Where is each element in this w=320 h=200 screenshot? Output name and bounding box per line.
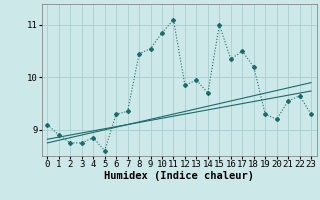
X-axis label: Humidex (Indice chaleur): Humidex (Indice chaleur) xyxy=(104,171,254,181)
